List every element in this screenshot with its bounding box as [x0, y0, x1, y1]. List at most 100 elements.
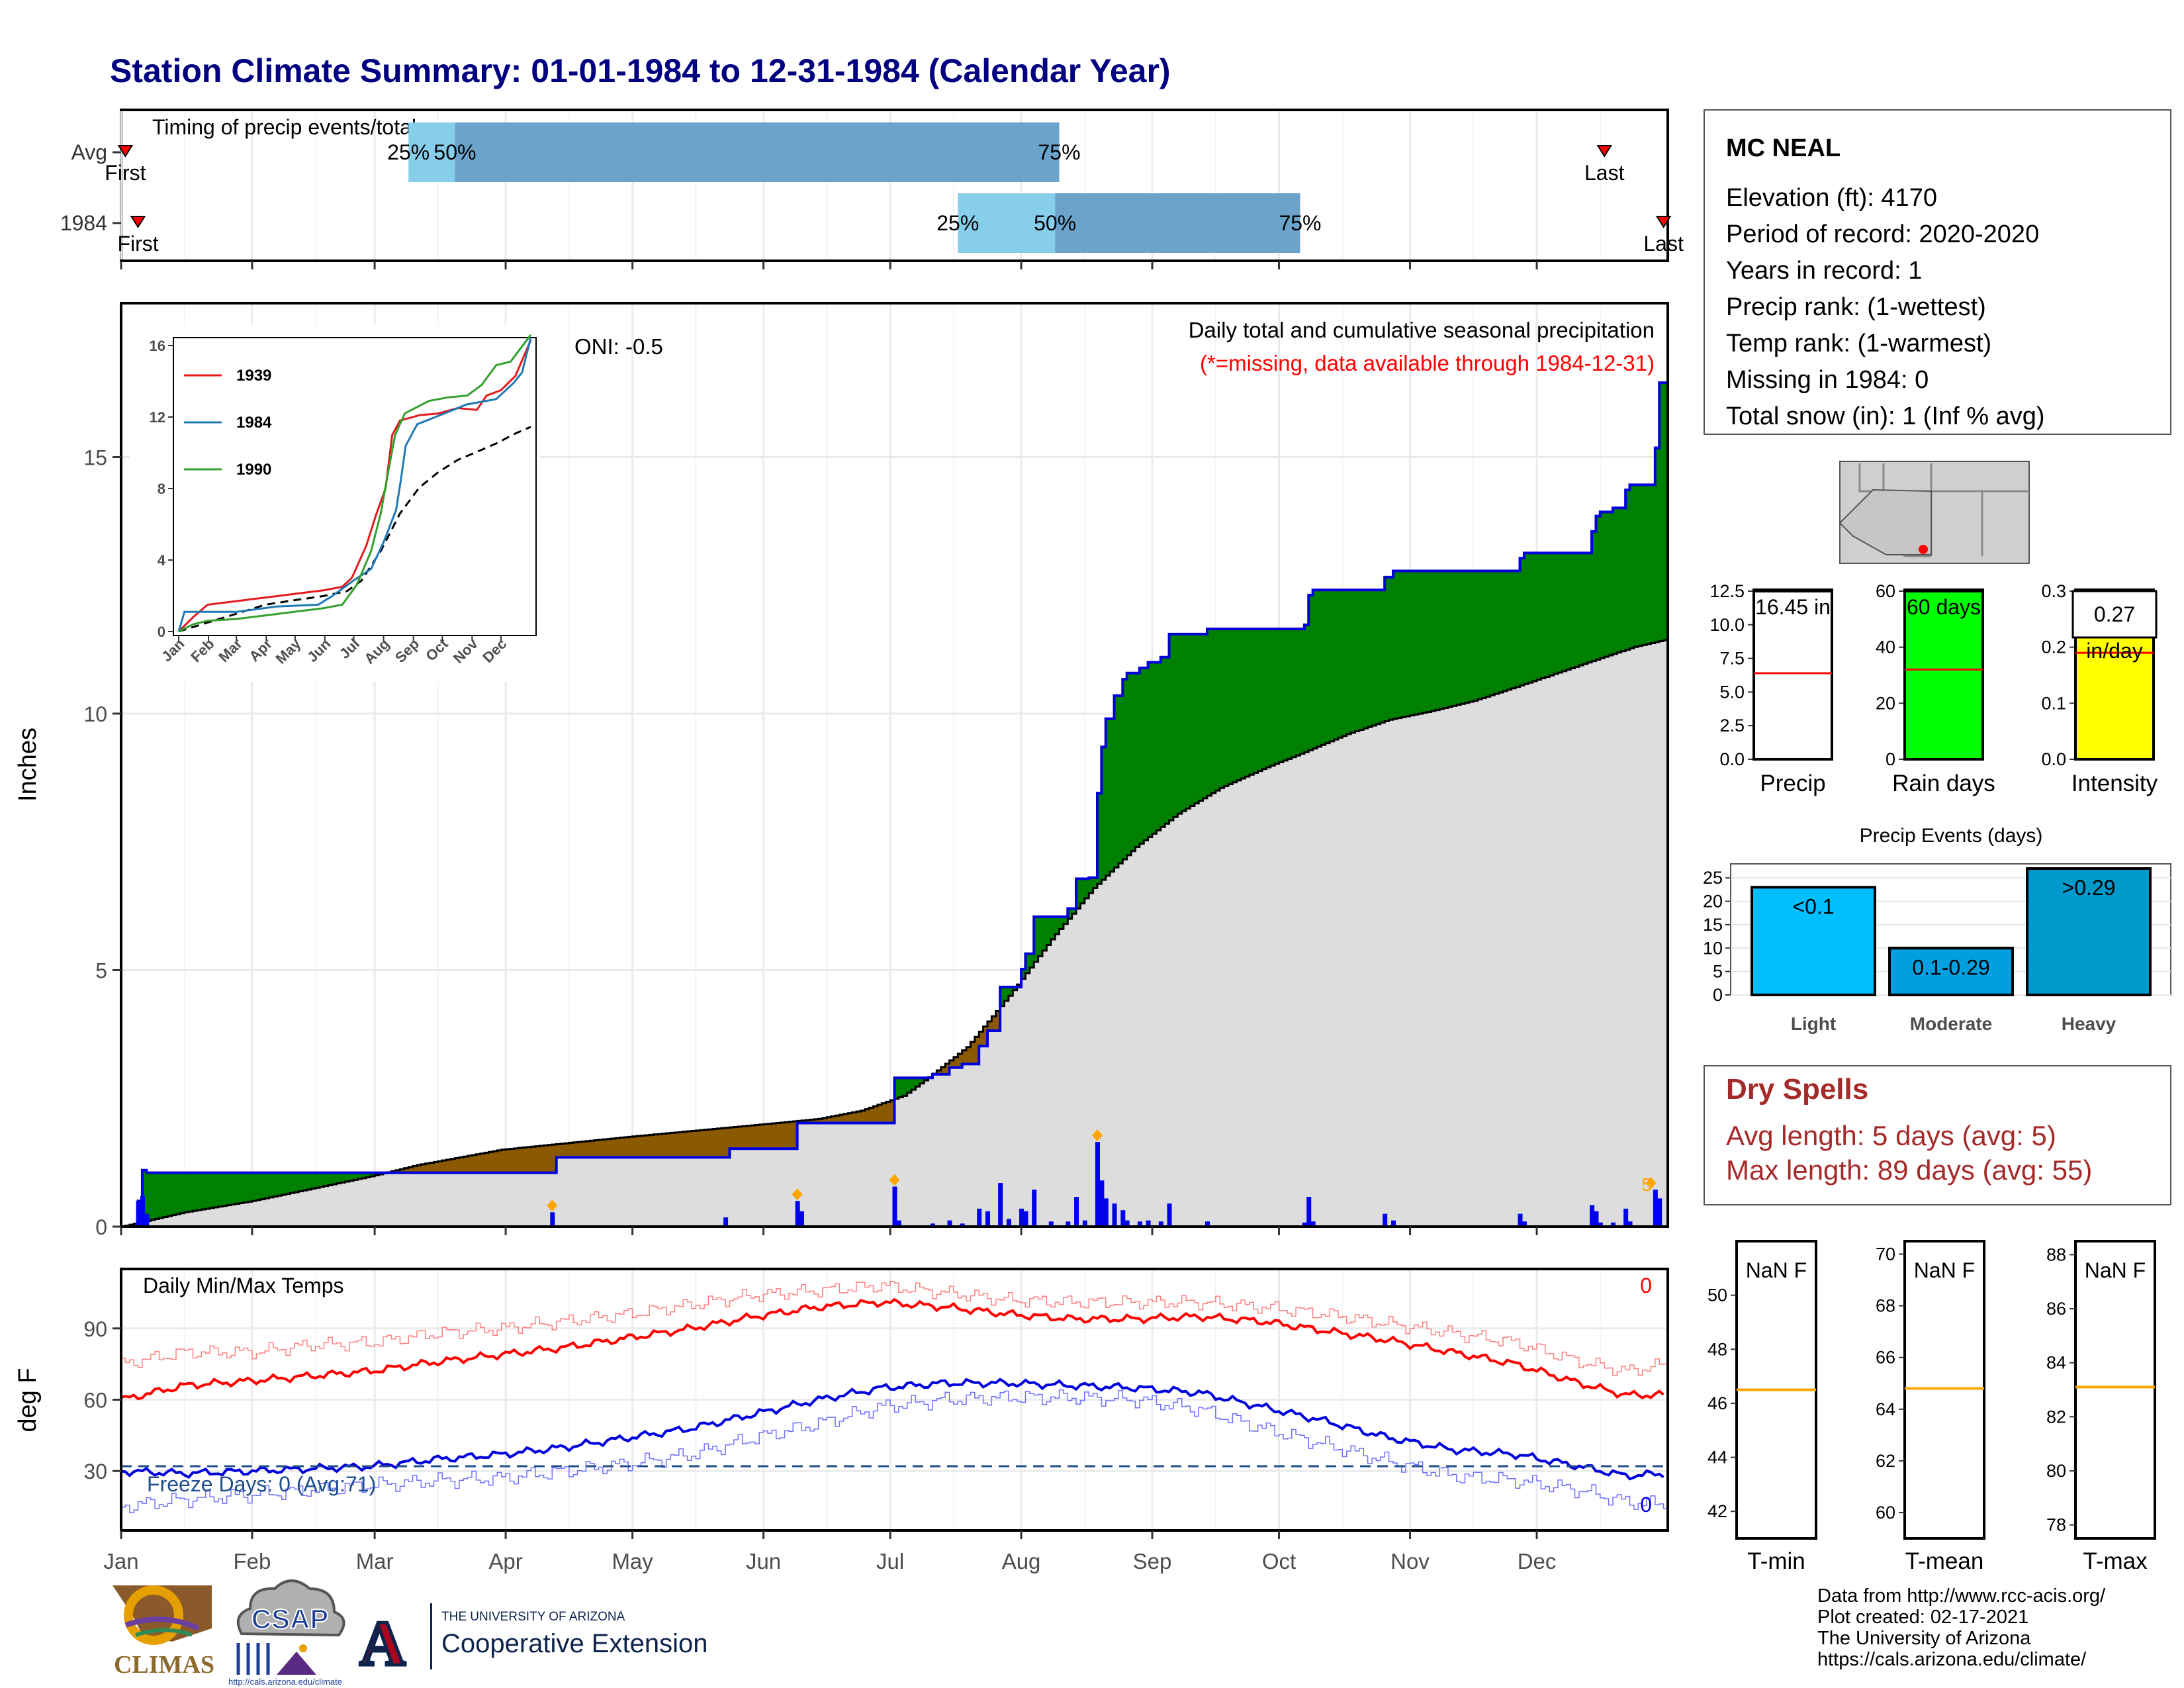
dry-spells-max: Max length: 89 days (avg: 55): [1726, 1154, 2092, 1186]
month-label: Jun: [746, 1549, 781, 1573]
temp-gauge-value: NaN F: [2085, 1258, 2146, 1282]
temp-gauge-tick-label: 70: [1876, 1244, 1895, 1264]
below-normal-area: [586, 1141, 591, 1158]
daily-precip-bar: [985, 1211, 990, 1227]
above-normal-area: [1422, 571, 1428, 713]
inset-y-tick-label: 8: [158, 481, 165, 497]
above-normal-area: [903, 1078, 908, 1096]
above-normal-area: [341, 1172, 346, 1183]
gauge-value-label: 16.45 in: [1755, 595, 1831, 619]
timing-quantile-label: 75%: [1038, 140, 1081, 164]
below-normal-area: [751, 1125, 756, 1149]
above-normal-area: [1380, 590, 1385, 723]
above-normal-area: [1114, 695, 1119, 868]
month-label: Mar: [356, 1549, 394, 1573]
climas-wordmark: CLIMAS: [114, 1651, 214, 1679]
above-normal-area: [1592, 531, 1597, 661]
above-normal-area: [1663, 383, 1668, 641]
inset-y-tick-label: 12: [150, 409, 165, 426]
y-tick-label: 30: [83, 1460, 107, 1483]
y-tick-label: 5: [95, 959, 107, 983]
temp-gauge-tick-label: 62: [1876, 1451, 1895, 1471]
above-normal-area: [1562, 553, 1567, 671]
above-normal-area: [1596, 516, 1601, 660]
max-temp-record-line: [121, 1280, 1668, 1376]
above-normal-area: [320, 1172, 325, 1187]
gauge-value-label: 0.27: [2094, 602, 2135, 626]
above-normal-area: [1439, 571, 1445, 710]
above-normal-area: [1296, 629, 1301, 756]
above-normal-area: [273, 1172, 278, 1197]
below-normal-area: [945, 1063, 950, 1074]
below-normal-area: [721, 1128, 726, 1158]
station-info-line: Years in record: 1: [1726, 257, 1922, 285]
gauge-tick-label: 5.0: [1719, 682, 1745, 702]
below-normal-area: [763, 1124, 768, 1149]
above-normal-area: [231, 1172, 236, 1205]
y-tick-label: 60: [83, 1389, 107, 1413]
below-normal-area: [890, 1100, 895, 1123]
first-label: First: [105, 161, 146, 185]
below-normal-area: [953, 1056, 958, 1068]
above-normal-area: [1097, 793, 1102, 884]
above-normal-area: [1385, 577, 1390, 722]
events-y-tick-label: 5: [1713, 962, 1723, 982]
temp-gauge-tick-label: 66: [1876, 1348, 1895, 1368]
y-tick-label: 0: [95, 1215, 107, 1239]
timing-quantile-label: 50%: [433, 140, 476, 164]
above-normal-area: [294, 1172, 299, 1192]
daily-precip-bar: [998, 1183, 1003, 1227]
above-normal-area: [1068, 908, 1073, 919]
above-normal-area: [1317, 590, 1322, 747]
above-normal-area: [184, 1172, 189, 1213]
above-normal-area: [366, 1172, 371, 1178]
below-normal-area: [602, 1139, 608, 1158]
month-label: May: [612, 1549, 653, 1573]
above-normal-area: [332, 1172, 338, 1185]
above-normal-area: [1608, 512, 1614, 656]
above-normal-area: [1482, 571, 1487, 698]
above-normal-area: [150, 1172, 156, 1220]
below-normal-area: [569, 1143, 574, 1158]
above-normal-area: [1583, 553, 1588, 664]
temp-gauge-tick-label: 50: [1707, 1286, 1727, 1305]
ua-name: THE UNIVERSITY OF ARIZONA: [441, 1610, 625, 1624]
above-normal-area: [361, 1172, 367, 1178]
max-count: 0: [1640, 1274, 1652, 1297]
below-normal-area: [619, 1137, 625, 1158]
below-normal-area: [649, 1135, 655, 1158]
above-normal-area: [1224, 629, 1229, 786]
events-y-tick-label: 10: [1703, 938, 1723, 958]
gauge-tick-label: 12.5: [1709, 581, 1745, 601]
station-info-line: Period of record: 2020-2020: [1726, 220, 2039, 248]
below-normal-area: [497, 1150, 502, 1173]
below-normal-area: [556, 1144, 561, 1158]
above-normal-area: [1604, 512, 1610, 657]
below-normal-area: [484, 1152, 490, 1173]
above-normal-area: [1553, 553, 1559, 675]
events-bar: [2026, 867, 2152, 996]
temp-gauge-t-min: 42 44 46 48 50 NaN F T-min: [1707, 1240, 1817, 1574]
above-normal-area: [1139, 668, 1144, 844]
above-normal-area: [1427, 571, 1432, 712]
above-normal-area: [306, 1172, 312, 1190]
below-normal-area: [577, 1142, 582, 1158]
daily-precip-bar: [1120, 1210, 1126, 1227]
below-normal-area: [518, 1148, 523, 1173]
temp-panel: 30 60 90 deg F Daily Min/Max Temps 0 0 Fre…: [14, 1268, 1669, 1532]
gauge-tick-label: 0: [1886, 749, 1895, 769]
above-normal-area: [915, 1078, 921, 1087]
events-bar-label: <0.1: [1792, 894, 1834, 918]
above-normal-area: [1021, 968, 1026, 979]
inset-frame: [173, 337, 537, 636]
above-normal-area: [1312, 590, 1318, 749]
above-normal-area: [1220, 629, 1225, 788]
below-normal-area: [818, 1119, 823, 1123]
below-normal-area: [598, 1139, 604, 1158]
above-normal-area: [1338, 590, 1343, 738]
below-normal-area: [492, 1151, 498, 1173]
above-normal-area: [1659, 383, 1664, 641]
gauge-axis-label: Precip: [1760, 771, 1825, 796]
below-normal-area: [793, 1121, 798, 1149]
above-normal-area: [1173, 633, 1178, 818]
